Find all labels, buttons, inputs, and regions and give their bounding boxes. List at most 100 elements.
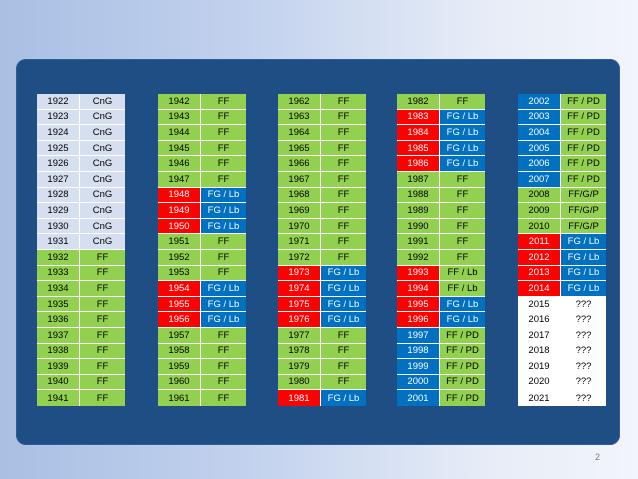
party-cell: FF [440, 249, 485, 265]
party-cell: FF [440, 234, 485, 249]
party-cell: FF [201, 94, 246, 109]
table-row: 2014 FG / Lb [518, 281, 606, 297]
table-row: 1945 FF [158, 140, 246, 157]
party-cell: FF / PD [440, 343, 485, 359]
party-cell: FG / Lb [440, 140, 485, 156]
party-cell: FF [440, 203, 485, 218]
year-cell: 1994 [397, 281, 440, 296]
party-cell: FF / PD [440, 359, 485, 374]
year-cell: 1975 [278, 296, 321, 312]
party-cell: FF [440, 171, 485, 187]
table-row: 1989 FF [397, 203, 485, 219]
party-cell: FF / PD [440, 327, 485, 343]
table-row: 1941 FF [37, 390, 125, 406]
table-row: 1927 CnG [37, 171, 125, 188]
table-row: 1954 FG / Lb [158, 281, 246, 297]
table-row: 1991 FF [397, 234, 485, 250]
table-row: 1983 FG / Lb [397, 109, 485, 126]
year-cell: 1963 [278, 109, 321, 125]
table-row: 1936 FF [37, 312, 125, 328]
table-row: 1956 FG / Lb [158, 312, 246, 328]
party-cell: ??? [561, 327, 606, 343]
year-cell: 1957 [158, 327, 201, 343]
year-cell: 1950 [158, 218, 201, 234]
party-cell: CnG [80, 171, 125, 187]
table-row: 1955 FG / Lb [158, 296, 246, 313]
table-row: 1939 FF [37, 359, 125, 375]
table-column-1922-1941: 1922 CnG 1923 CnG 1924 CnG 1925 CnG 1926 CnG 1927 C… [37, 94, 125, 406]
table-row: 1960 FF [158, 374, 246, 391]
year-cell: 1939 [37, 359, 80, 374]
table-row: 1979 FF [278, 359, 366, 375]
table-row: 2016??? [518, 312, 606, 328]
party-cell: CnG [80, 94, 125, 109]
party-cell: FF / PD [561, 125, 606, 140]
table-row: 1969 FF [278, 203, 366, 219]
year-cell: 1985 [397, 140, 440, 156]
table-row: 2019??? [518, 359, 606, 375]
year-cell: 1935 [37, 296, 80, 312]
table-row: 1949 FG / Lb [158, 203, 246, 219]
party-cell: CnG [80, 234, 125, 249]
year-cell: 1983 [397, 109, 440, 125]
year-cell: 2009 [518, 203, 561, 218]
table-row: 1947 FF [158, 171, 246, 188]
party-cell: FF [201, 390, 246, 406]
party-cell: FF [321, 94, 366, 109]
party-cell: FG / Lb [561, 281, 606, 296]
year-cell: 1980 [278, 374, 321, 390]
table-row: 1977 FF [278, 327, 366, 344]
party-cell: FF [80, 374, 125, 390]
party-cell: FF [80, 343, 125, 359]
party-cell: CnG [80, 156, 125, 171]
year-cell: 2006 [518, 156, 561, 171]
party-cell: FG / Lb [321, 265, 366, 281]
table-row: 2004 FF / PD [518, 125, 606, 141]
party-cell: FF [201, 125, 246, 140]
year-cell: 1923 [37, 109, 80, 125]
party-cell: FF [201, 265, 246, 281]
party-cell: FF / Lb [440, 265, 485, 281]
year-cell: 1964 [278, 125, 321, 140]
table-row: 1928 CnG [37, 187, 125, 204]
table-row: 1934 FF [37, 281, 125, 297]
table-row: 1980 FF [278, 374, 366, 391]
party-cell: CnG [80, 218, 125, 234]
party-cell: FF [321, 327, 366, 343]
table-row: 2020??? [518, 374, 606, 391]
table-row: 1987 FF [397, 171, 485, 188]
year-cell: 1986 [397, 156, 440, 171]
year-cell: 1974 [278, 281, 321, 296]
party-cell: FF [80, 296, 125, 312]
party-cell: FF [80, 249, 125, 265]
year-cell: 1981 [278, 390, 321, 406]
table-row: 1976 FG / Lb [278, 312, 366, 328]
party-cell: FF [80, 390, 125, 406]
party-cell: FF [201, 234, 246, 249]
year-cell: 1977 [278, 327, 321, 343]
party-cell: FF [440, 187, 485, 203]
year-cell: 1934 [37, 281, 80, 296]
table-row: 1951 FF [158, 234, 246, 250]
year-cell: 1989 [397, 203, 440, 218]
table-row: 1948 FG / Lb [158, 187, 246, 204]
year-cell: 2001 [397, 390, 440, 406]
table-row: 2018??? [518, 343, 606, 360]
year-cell: 1936 [37, 312, 80, 327]
year-cell: 1959 [158, 359, 201, 374]
table-row: 1925 CnG [37, 140, 125, 157]
party-cell: CnG [80, 187, 125, 203]
year-cell: 2020 [518, 374, 561, 390]
year-cell: 1973 [278, 265, 321, 281]
party-cell: FF / PD [561, 109, 606, 125]
table-row: 2017??? [518, 327, 606, 344]
party-cell: FF / PD [561, 171, 606, 187]
year-cell: 1937 [37, 327, 80, 343]
party-cell: FG / Lb [321, 312, 366, 327]
year-cell: 1929 [37, 203, 80, 218]
party-cell: FG / Lb [561, 249, 606, 265]
party-cell: FF [321, 343, 366, 359]
table-row: 1937 FF [37, 327, 125, 344]
table-row: 1929 CnG [37, 203, 125, 219]
year-cell: 1932 [37, 249, 80, 265]
